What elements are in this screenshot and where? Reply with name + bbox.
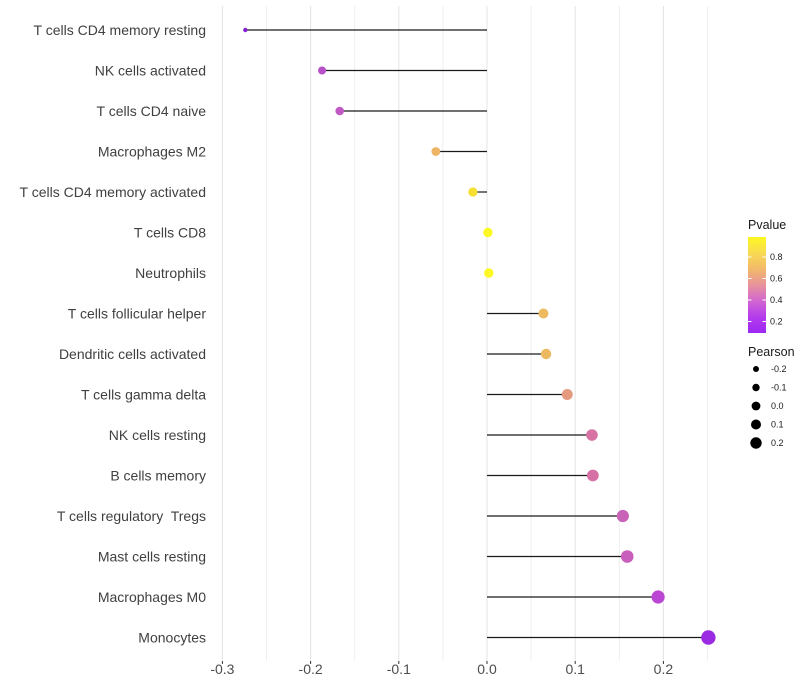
pearson-size-dot	[751, 419, 761, 430]
x-tick-label: 0.1	[565, 661, 585, 677]
x-tick-label: 0.0	[477, 661, 497, 677]
dot	[540, 348, 552, 360]
lollipop-row: Monocytes	[138, 630, 716, 646]
dot	[651, 590, 665, 604]
dot	[620, 550, 634, 563]
pearson-size-label: 0.1	[771, 420, 784, 430]
lollipop-row: T cells CD4 memory activated	[20, 184, 487, 200]
x-tick-label: -0.2	[299, 661, 323, 677]
dot	[561, 389, 573, 400]
lollipop-row: T cells follicular helper	[68, 306, 549, 322]
y-axis-label: T cells gamma delta	[81, 387, 206, 403]
pearson-size-label: 0.2	[771, 438, 784, 448]
dot	[318, 66, 327, 75]
pearson-size-dot	[750, 437, 762, 449]
pvalue-colorbar	[748, 237, 766, 333]
lollipop-row: T cells regulatory Tregs	[57, 508, 629, 524]
lollipop-row: T cells CD4 memory resting	[34, 22, 487, 38]
dot	[538, 308, 549, 319]
lollipop-row: T cells gamma delta	[81, 387, 573, 403]
pearson-size-label: -0.1	[771, 383, 787, 393]
dot	[484, 268, 494, 278]
y-axis-label: Macrophages M2	[98, 144, 206, 160]
y-axis-label: NK cells resting	[109, 427, 206, 443]
y-axis-label: T cells CD8	[134, 225, 206, 241]
lollipop-row: Neutrophils	[135, 265, 494, 281]
x-tick-label: -0.3	[210, 661, 234, 677]
lollipop-row: NK cells resting	[109, 427, 598, 443]
y-axis-label: T cells CD4 naive	[97, 103, 207, 119]
dot	[431, 147, 441, 156]
y-axis-label: T cells regulatory Tregs	[57, 508, 206, 524]
pearson-size-dot	[752, 383, 760, 392]
lollipop-row: T cells CD4 naive	[97, 103, 487, 119]
pvalue-legend-title: Pvalue	[748, 218, 786, 232]
lollipop-row: Macrophages M0	[98, 589, 665, 605]
x-tick-label: -0.1	[387, 661, 411, 677]
pvalue-tick-label: 0.2	[770, 317, 783, 327]
x-tick-label: 0.2	[654, 661, 674, 677]
y-axis-label: Mast cells resting	[98, 549, 206, 565]
y-axis-label: Dendritic cells activated	[59, 346, 206, 362]
pearson-legend: Pearson -0.2 -0.1 0.0 0.1 0.2	[748, 345, 795, 449]
dot	[335, 106, 345, 116]
y-axis-label: Monocytes	[138, 630, 206, 646]
pvalue-tick-label: 0.4	[770, 295, 783, 305]
pearson-size-label: -0.2	[771, 364, 787, 374]
dot	[701, 630, 716, 645]
dot	[483, 227, 493, 238]
pearson-legend-title: Pearson	[748, 345, 795, 359]
y-axis-label: Neutrophils	[135, 265, 206, 281]
dot	[243, 27, 248, 33]
y-axis-label: Macrophages M0	[98, 589, 206, 605]
pvalue-tick-label: 0.8	[770, 252, 783, 262]
y-axis-label: T cells CD4 memory activated	[20, 184, 206, 200]
dot	[468, 187, 478, 197]
dot	[586, 429, 598, 441]
y-axis-label: T cells CD4 memory resting	[34, 22, 206, 38]
pvalue-legend: Pvalue 0.8 0.6 0.4 0.2	[748, 218, 786, 333]
lollipop-row: NK cells activated	[95, 63, 487, 79]
lollipop-row: Mast cells resting	[98, 549, 634, 565]
lollipop-row: B cells memory	[110, 468, 599, 484]
pearson-size-dot	[751, 401, 761, 411]
y-axis-label: T cells follicular helper	[68, 306, 207, 322]
pvalue-tick-label: 0.6	[770, 274, 783, 284]
pearson-size-label: 0.0	[771, 401, 784, 411]
dot	[616, 509, 629, 523]
y-axis-label: NK cells activated	[95, 63, 206, 79]
pearson-size-dot	[753, 366, 759, 372]
y-axis-label: B cells memory	[110, 468, 206, 484]
lollipop-row: Dendritic cells activated	[59, 346, 552, 362]
lollipop-row: Macrophages M2	[98, 144, 487, 160]
dot	[586, 469, 599, 482]
lollipop-row: T cells CD8	[134, 225, 493, 241]
